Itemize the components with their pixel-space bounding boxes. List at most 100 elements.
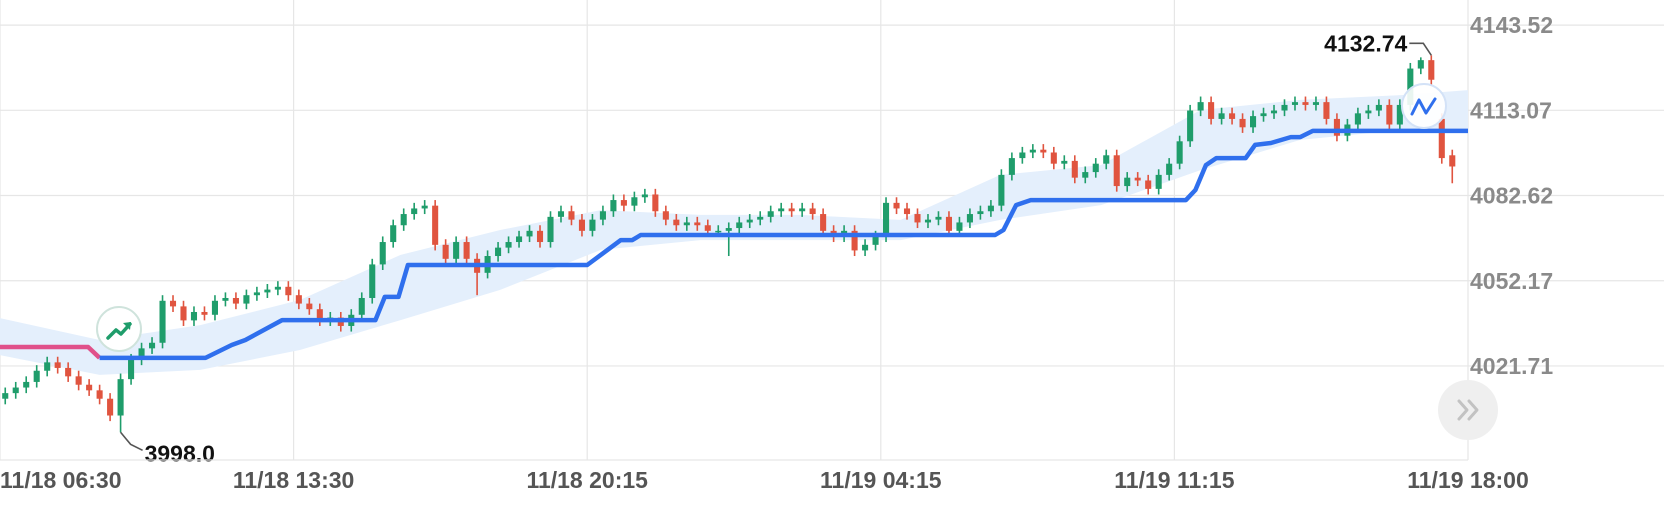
signal-icons <box>96 83 1447 352</box>
candle-body <box>86 384 93 391</box>
candle-body <box>1113 155 1120 187</box>
candle-body <box>1438 118 1445 159</box>
candle-body <box>1312 102 1319 105</box>
candle-body <box>536 230 544 243</box>
candle-body <box>180 306 187 321</box>
candle-body <box>1208 102 1215 119</box>
x-tick-label: 11/19 11:15 <box>1114 467 1234 493</box>
candle-body <box>1050 152 1057 164</box>
candle-body <box>1239 118 1246 128</box>
candle-body <box>809 208 816 215</box>
candle-body <box>1019 152 1026 159</box>
candle-body <box>1124 177 1131 187</box>
candle-body <box>736 222 743 229</box>
candle-body <box>903 208 911 215</box>
candle-body <box>872 236 879 245</box>
candle-body <box>379 242 386 265</box>
candle-body <box>107 398 114 416</box>
high-leader-line <box>1409 42 1432 56</box>
y-tick-label: 4082.62 <box>1470 183 1553 209</box>
scroll-right-button[interactable] <box>1438 380 1498 440</box>
candle-body <box>945 216 952 231</box>
candle-body <box>694 222 701 226</box>
candle-body <box>1396 104 1403 125</box>
trend-signal-icon <box>1401 83 1447 129</box>
buy-signal-icon <box>96 306 142 352</box>
candle-body <box>641 194 648 198</box>
candle-body <box>1386 104 1393 125</box>
x-tick-label: 11/18 13:30 <box>233 467 355 493</box>
candle-body <box>1291 102 1299 105</box>
candle-body <box>557 211 565 217</box>
candle-body <box>1449 155 1456 167</box>
candle-body <box>704 225 711 231</box>
candle-body <box>757 216 764 220</box>
candle-body <box>914 214 921 223</box>
candle-body <box>725 228 732 231</box>
candle-body <box>599 211 606 220</box>
candle-body <box>411 208 418 215</box>
candle-body <box>1375 104 1382 111</box>
trend-line <box>99 128 1468 361</box>
candle-body <box>862 244 869 251</box>
candle-body <box>683 222 690 226</box>
candle-body <box>400 214 407 226</box>
y-tick-label: 4143.52 <box>1470 12 1553 38</box>
candle-body <box>117 379 124 416</box>
candle-body <box>767 211 774 217</box>
candle-body <box>1250 116 1257 128</box>
candle-body <box>505 242 512 248</box>
candle-body <box>589 219 596 231</box>
candle-body <box>1008 158 1015 175</box>
candle-body <box>169 300 177 307</box>
candle-body <box>285 286 292 296</box>
candle-body <box>421 205 428 209</box>
candle-body <box>390 225 397 243</box>
candle-body <box>264 289 271 293</box>
candle-body <box>211 300 218 315</box>
candle-body <box>316 309 323 321</box>
candle-body <box>516 236 523 243</box>
candle-body <box>201 311 208 315</box>
candle-body <box>96 390 103 399</box>
candle-body <box>631 197 638 206</box>
candle-body <box>568 211 575 220</box>
candle-body <box>987 205 994 212</box>
candle-body <box>75 376 82 385</box>
candle-body <box>883 202 890 237</box>
axes: 4021.71 4052.17 4082.62 4113.07 4143.52 11/18… <box>0 12 1553 493</box>
candle-body <box>1417 60 1424 69</box>
candle-body <box>956 222 963 231</box>
candle-body <box>159 300 166 343</box>
candle-body <box>23 381 30 388</box>
candle-body <box>190 311 198 321</box>
candle-body <box>453 242 460 259</box>
candle-body <box>222 297 229 301</box>
candle-body <box>306 303 313 310</box>
candle-body <box>274 286 281 290</box>
x-tick-label: 11/19 18:00 <box>1407 467 1529 493</box>
candle-body <box>778 208 785 212</box>
candle-body <box>138 348 145 360</box>
candle-body <box>1365 110 1372 114</box>
candle-body <box>2 393 9 399</box>
x-tick-label: 11/18 06:30 <box>0 467 122 493</box>
candle-body <box>652 194 659 212</box>
candle-body <box>243 295 250 304</box>
candle-body <box>851 230 858 251</box>
candle-body <box>432 205 439 245</box>
candle-body <box>526 230 533 237</box>
candle-body <box>463 242 470 259</box>
candle-body <box>1166 163 1173 175</box>
candle-body <box>1176 141 1183 164</box>
x-tick-label: 11/18 20:15 <box>526 467 648 493</box>
candle-body <box>12 387 19 394</box>
candle-body <box>1145 180 1152 189</box>
candle-body <box>1428 60 1435 80</box>
candle-body <box>1302 102 1309 105</box>
high-label: 4132.74 <box>1324 30 1407 56</box>
candle-body <box>253 292 260 296</box>
candle-body <box>1333 118 1340 136</box>
